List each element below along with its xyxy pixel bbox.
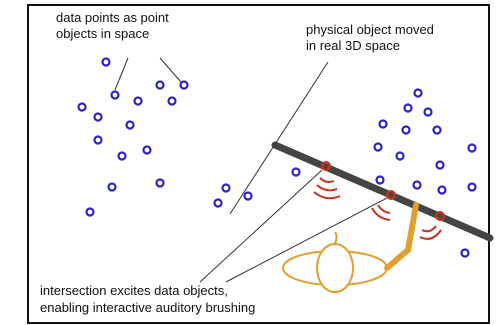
physical-object [275, 145, 490, 238]
label: objects in space [56, 26, 149, 41]
label: intersection excites data objects, [40, 283, 228, 298]
label: data points as point [56, 10, 169, 25]
frame [28, 5, 489, 323]
diagram: data points as point objects in space ph… [0, 0, 498, 325]
label: in real 3D space [306, 38, 400, 53]
label: physical object moved [306, 22, 434, 37]
page: data points as point objects in space ph… [0, 0, 498, 325]
data-points [79, 59, 476, 257]
label: enabling interactive auditory brushing [40, 300, 255, 315]
